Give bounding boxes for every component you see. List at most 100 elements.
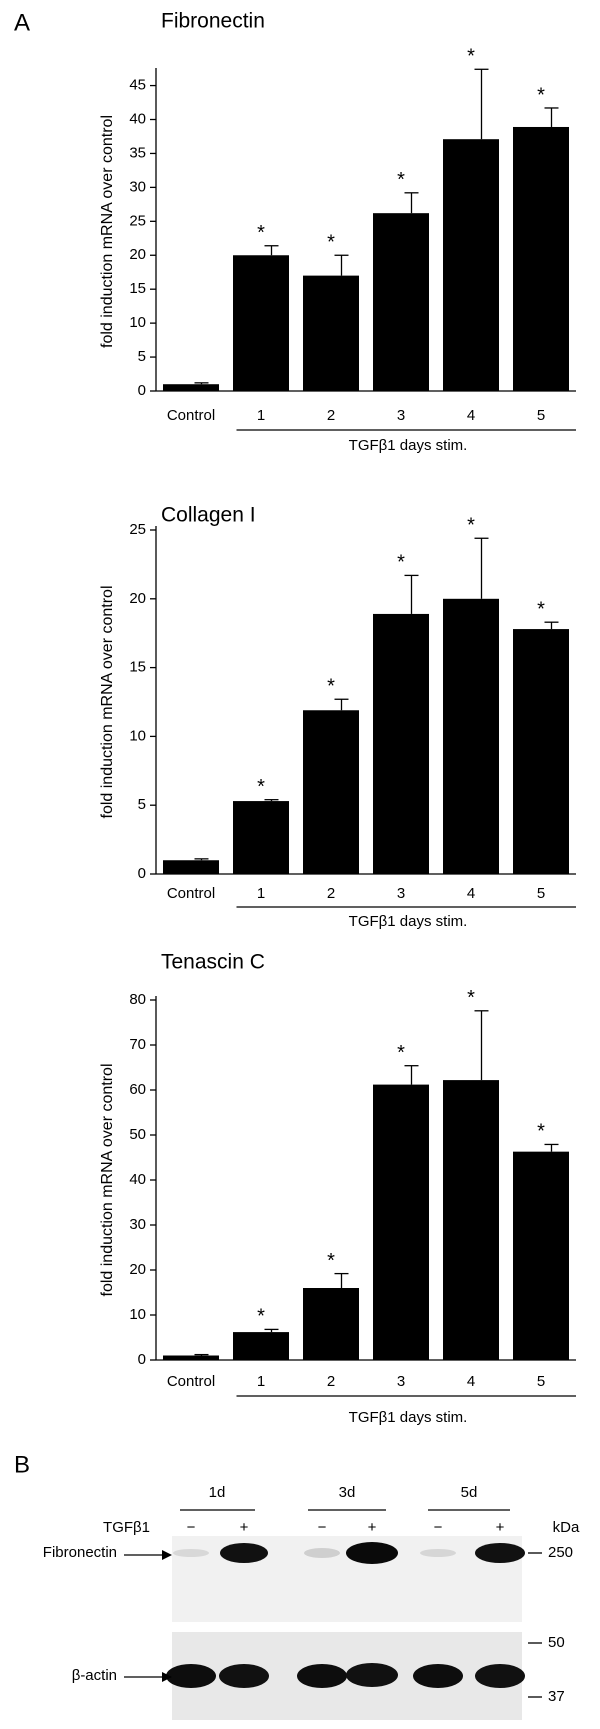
band [346, 1542, 398, 1564]
x-tick-label: 4 [467, 1373, 475, 1390]
bar [513, 126, 569, 391]
annotation: * [537, 598, 545, 620]
annotation: * [257, 1306, 265, 1328]
x-tick-label: 3 [397, 1373, 405, 1390]
bar [373, 613, 429, 874]
y-tick-label: 0 [138, 865, 146, 882]
bar [443, 139, 499, 391]
bar [373, 1084, 429, 1360]
annotation: * [327, 1250, 335, 1272]
annotation: * [397, 169, 405, 191]
y-tick-label: 30 [129, 178, 146, 195]
annotation: * [537, 1121, 545, 1143]
y-tick-label: 50 [129, 1126, 146, 1143]
chart-title: Collagen I [161, 504, 256, 527]
annotation: * [397, 1042, 405, 1064]
band [346, 1663, 398, 1687]
y-tick-label: 45 [129, 77, 146, 94]
y-tick-label: 15 [129, 659, 146, 676]
annotation: * [257, 776, 265, 798]
chart-title: Fibronectin [161, 10, 265, 33]
y-tick-label: 10 [129, 1306, 146, 1323]
bar [303, 275, 359, 391]
y-tick-label: 25 [129, 212, 146, 229]
chart-title: Tenascin C [161, 951, 265, 974]
bar [513, 1151, 569, 1360]
x-tick-label: 3 [397, 885, 405, 902]
panel-label: B [14, 1451, 30, 1478]
y-tick-label: 40 [129, 110, 146, 127]
y-tick-label: 0 [138, 382, 146, 399]
treatment-label: TGFβ1 [103, 1519, 150, 1536]
bar [163, 384, 219, 391]
y-tick-label: 0 [138, 1351, 146, 1368]
band [420, 1549, 456, 1557]
condition-label: − [434, 1519, 443, 1536]
x-tick-label: Control [167, 407, 215, 424]
group-label: TGFβ1 days stim. [349, 1409, 468, 1426]
x-tick-label: 2 [327, 1373, 335, 1390]
x-tick-label: 4 [467, 885, 475, 902]
band [304, 1548, 340, 1558]
condition-label: + [240, 1519, 249, 1536]
condition-label: − [318, 1519, 327, 1536]
x-tick-label: 3 [397, 407, 405, 424]
row-label: β-actin [72, 1667, 117, 1684]
y-tick-label: 40 [129, 1171, 146, 1188]
band [220, 1543, 268, 1563]
marker-label: 37 [548, 1688, 565, 1705]
x-tick-label: 1 [257, 885, 265, 902]
bar [233, 1332, 289, 1360]
annotation: * [467, 515, 475, 537]
y-tick-label: 60 [129, 1081, 146, 1098]
bar [233, 801, 289, 874]
y-tick-label: 20 [129, 246, 146, 263]
y-axis-label: fold induction mRNA over control [99, 115, 116, 348]
timepoint-label: 3d [339, 1484, 356, 1501]
y-tick-label: 70 [129, 1036, 146, 1053]
annotation: * [467, 46, 475, 68]
band [297, 1664, 347, 1688]
annotation: * [257, 222, 265, 244]
x-tick-label: 5 [537, 885, 545, 902]
annotation: * [397, 552, 405, 574]
y-tick-label: 15 [129, 280, 146, 297]
arrow [162, 1672, 172, 1682]
x-tick-label: 5 [537, 407, 545, 424]
y-tick-label: 20 [129, 590, 146, 607]
group-label: TGFβ1 days stim. [349, 913, 468, 930]
marker-label: 250 [548, 1544, 573, 1561]
annotation: * [327, 676, 335, 698]
unit-label: kDa [553, 1519, 580, 1536]
y-tick-label: 5 [138, 796, 146, 813]
x-tick-label: Control [167, 885, 215, 902]
band [173, 1549, 209, 1557]
bar [373, 213, 429, 391]
band [475, 1664, 525, 1688]
y-tick-label: 35 [129, 144, 146, 161]
bar [163, 860, 219, 874]
x-tick-label: 5 [537, 1373, 545, 1390]
x-tick-label: 4 [467, 407, 475, 424]
arrow [162, 1550, 172, 1560]
x-tick-label: 2 [327, 407, 335, 424]
timepoint-label: 5d [461, 1484, 478, 1501]
y-axis-label: fold induction mRNA over control [99, 1064, 116, 1297]
annotation: * [537, 84, 545, 106]
x-tick-label: Control [167, 1373, 215, 1390]
condition-label: + [496, 1519, 505, 1536]
panel-label: A [14, 9, 30, 36]
condition-label: + [368, 1519, 377, 1536]
band [166, 1664, 216, 1688]
bar [443, 598, 499, 874]
y-tick-label: 25 [129, 521, 146, 538]
x-tick-label: 2 [327, 885, 335, 902]
bar [163, 1355, 219, 1360]
bar [303, 1288, 359, 1360]
bar [303, 710, 359, 874]
timepoint-label: 1d [209, 1484, 226, 1501]
y-tick-label: 5 [138, 348, 146, 365]
bar [443, 1080, 499, 1360]
marker-label: 50 [548, 1634, 565, 1651]
